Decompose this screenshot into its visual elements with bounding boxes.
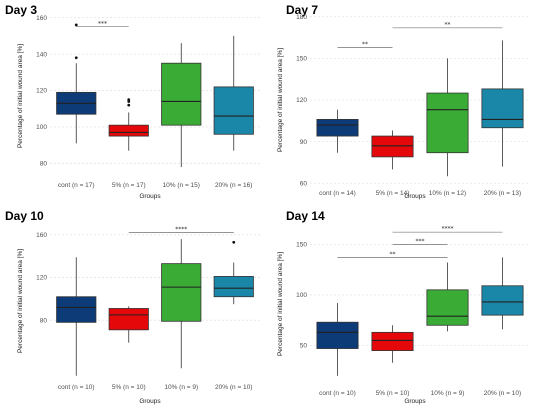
y-tick-label: 160 (36, 15, 47, 22)
outlier-point (74, 56, 78, 60)
x-tick-label: 20% (n = 16) (215, 182, 252, 189)
significance-label: ** (445, 21, 451, 28)
panel-title: Day 3 (5, 3, 37, 17)
panel-title: Day 14 (286, 209, 325, 223)
box-3 (213, 276, 254, 298)
y-tick-label: 150 (296, 56, 307, 63)
x-tick-label: cont (n = 10) (58, 384, 95, 391)
x-tick-label: 20% (n = 13) (484, 190, 521, 197)
panel-title: Day 7 (286, 3, 318, 17)
box-2 (426, 92, 469, 154)
box-0 (316, 119, 359, 137)
box-3 (213, 86, 254, 135)
y-tick-label: 80 (40, 161, 48, 168)
panel-day-3: Day 3 80 100 120 140 160 Percentage of initial… (5, 3, 260, 200)
y-tick-label: 60 (300, 180, 308, 187)
box-1 (371, 331, 414, 351)
box-1 (371, 135, 414, 158)
y-axis-label: Percentage of initial wound area [%] (277, 48, 284, 152)
box-1 (108, 308, 149, 331)
y-tick-label: 100 (36, 124, 47, 131)
x-axis-label: Groups (139, 193, 161, 200)
significance-label: **** (442, 226, 454, 233)
y-tick-label: 50 (300, 343, 308, 350)
panel-day-10: Day 10 80 120 160 Percentage of initial woun… (5, 209, 260, 405)
outlier-point (74, 23, 78, 27)
significance-label: *** (416, 238, 425, 245)
box-0 (316, 321, 359, 349)
y-tick-label: 80 (40, 317, 48, 324)
x-tick-label: 5% (n = 14) (376, 190, 410, 197)
significance-label: ** (390, 251, 396, 258)
x-tick-label: 5% (n = 17) (112, 182, 146, 189)
y-tick-label: 160 (36, 232, 47, 239)
panel-day-14: Day 14 50 100 150 Percentage of initial woun… (277, 209, 530, 405)
y-tick-label: 100 (296, 292, 307, 299)
y-tick-label: 120 (36, 88, 47, 95)
y-axis-label: Percentage of initial wound area [%] (17, 249, 24, 353)
panel-day-7: Day 7 60 90 120 150 180 Percentage of initial … (277, 3, 530, 200)
y-tick-label: 140 (36, 51, 47, 58)
x-tick-label: 10% (n = 9) (164, 384, 198, 391)
y-tick-label: 120 (296, 97, 307, 104)
panel-title: Day 10 (5, 209, 44, 223)
x-tick-label: 20% (n = 10) (484, 390, 521, 397)
box-1 (108, 124, 149, 137)
y-tick-label: 120 (36, 275, 47, 282)
outlier-point (127, 100, 131, 103)
box-2 (426, 289, 469, 326)
x-axis-label: Groups (404, 193, 426, 200)
y-tick-label: 180 (296, 14, 307, 21)
outlier-point (127, 103, 131, 107)
y-tick-label: 90 (300, 139, 308, 146)
x-tick-label: cont (n = 14) (319, 190, 356, 197)
box-2 (161, 62, 202, 126)
box-0 (56, 296, 97, 323)
y-axis-label: Percentage of initial wound area [%] (17, 44, 24, 148)
x-tick-label: 5% (n = 10) (112, 384, 146, 391)
significance-label: ** (362, 41, 368, 48)
x-tick-label: 10% (n = 15) (163, 182, 200, 189)
box-3 (481, 285, 524, 316)
x-tick-label: 10% (n = 12) (429, 190, 466, 197)
x-tick-label: cont (n = 17) (58, 182, 95, 189)
x-axis-label: Groups (139, 398, 161, 405)
significance-label: **** (175, 226, 187, 233)
outlier-point (232, 240, 236, 244)
y-axis-label: Percentage of initial wound area [%] (277, 252, 284, 356)
box-2 (161, 263, 202, 322)
x-tick-label: cont (n = 10) (319, 390, 356, 397)
x-tick-label: 10% (n = 9) (431, 390, 465, 397)
x-tick-label: 5% (n = 10) (376, 390, 410, 397)
x-axis-label: Groups (404, 398, 426, 405)
x-tick-label: 20% (n = 10) (215, 384, 252, 391)
significance-label: *** (98, 20, 107, 27)
box-3 (481, 88, 524, 129)
y-tick-label: 150 (296, 241, 307, 248)
